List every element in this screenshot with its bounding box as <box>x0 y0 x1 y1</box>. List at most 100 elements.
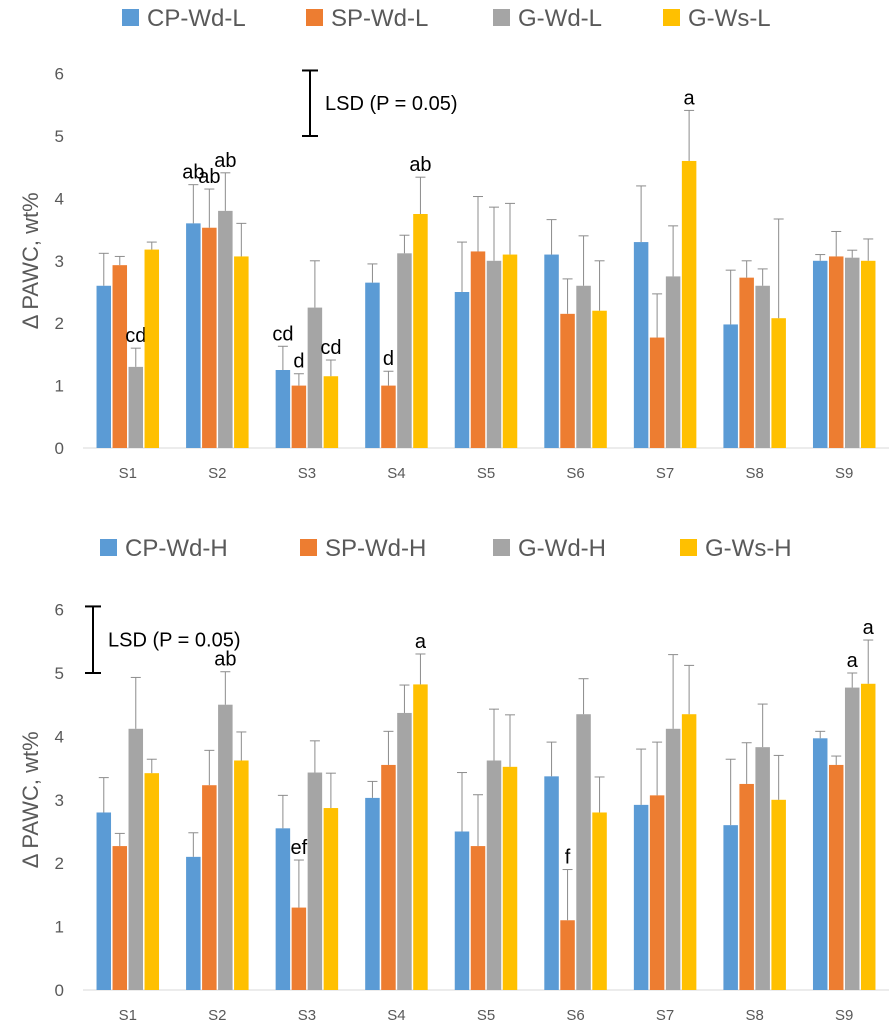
bottom-bar-s7-4 <box>681 714 697 990</box>
bottom-bar-s9-1 <box>812 738 828 990</box>
top-xtick-label-s9: S9 <box>835 465 853 482</box>
top-bar-s7-2 <box>649 337 665 448</box>
top-ytick-label: 3 <box>55 252 64 271</box>
top-legend-swatch-1 <box>122 9 139 26</box>
bottom-bar-s3-2 <box>291 907 307 990</box>
top-bar-s7-1 <box>633 242 649 448</box>
bottom-xtick-label-s7: S7 <box>656 1007 674 1024</box>
bottom-xtick-label-s9: S9 <box>835 1007 853 1024</box>
top-significance-label: ab <box>409 154 431 176</box>
top-legend-label-2: SP-Wd-L <box>331 5 428 32</box>
bottom-bar-s3-4 <box>323 808 339 990</box>
bottom-bar-s1-2 <box>112 846 128 990</box>
top-legend-swatch-4 <box>663 9 680 26</box>
top-bar-s2-4 <box>234 256 249 448</box>
bottom-bar-s9-3 <box>844 687 860 990</box>
bar-chart-bottom: CP-Wd-H SP-Wd-H G-Wd-H G-Ws-H 0 1 2 3 4 5 6 Δ PAWC,… <box>18 535 889 1024</box>
top-bar-s8-3 <box>755 285 770 448</box>
top-significance-label: ab <box>214 150 236 172</box>
top-bar-s1-2 <box>112 265 128 448</box>
bottom-ytick-label: 1 <box>55 918 64 937</box>
bottom-bar-s6-4 <box>592 812 607 990</box>
top-legend-label-1: CP-Wd-L <box>147 5 246 32</box>
chart-panel-top: CP-Wd-L SP-Wd-L G-Wd-L G-Ws-L 0 1 2 3 4 5 6 Δ PAWC,… <box>0 0 889 516</box>
bottom-legend-swatch-1 <box>100 539 117 556</box>
bottom-bar-s2-4 <box>234 760 249 990</box>
top-bar-s7-4 <box>681 160 697 448</box>
bottom-xtick-label-s1: S1 <box>119 1007 137 1024</box>
bottom-bar-s4-3 <box>397 712 412 990</box>
top-bar-s6-1 <box>544 254 559 448</box>
top-bar-s9-2 <box>828 256 844 448</box>
bottom-bar-s5-2 <box>470 846 486 990</box>
bottom-bar-s1-3 <box>128 728 144 990</box>
top-bar-s1-4 <box>144 249 160 448</box>
bottom-significance-label: a <box>863 617 875 639</box>
top-significance-label: ab <box>182 162 204 184</box>
bottom-bar-s5-3 <box>486 760 502 990</box>
bottom-legend-label-1: CP-Wd-H <box>125 535 228 562</box>
bottom-bar-s6-3 <box>576 714 591 990</box>
bottom-bar-s2-2 <box>202 785 217 990</box>
bottom-significance-label: a <box>415 631 427 653</box>
bottom-xtick-label-s3: S3 <box>298 1007 316 1024</box>
bar-chart-top: CP-Wd-L SP-Wd-L G-Wd-L G-Ws-L 0 1 2 3 4 5 6 Δ PAWC,… <box>18 5 889 482</box>
bottom-bar-s8-4 <box>771 799 786 990</box>
bottom-bar-s7-3 <box>665 728 681 990</box>
bottom-bar-s8-2 <box>739 783 754 990</box>
bottom-xtick-label-s8: S8 <box>745 1007 763 1024</box>
top-significance-label: a <box>684 87 696 109</box>
top-legend-swatch-3 <box>493 9 510 26</box>
top-significance-label: cd <box>272 323 293 345</box>
top-xtick-label-s1: S1 <box>119 465 137 482</box>
top-significance-label: d <box>383 348 394 370</box>
bottom-legend-label-2: SP-Wd-H <box>325 535 426 562</box>
bottom-ytick-label: 4 <box>55 727 64 746</box>
bottom-bar-s7-1 <box>633 804 649 990</box>
top-xtick-label-s5: S5 <box>477 465 495 482</box>
bottom-xtick-label-s4: S4 <box>387 1007 405 1024</box>
top-bar-s4-3 <box>397 253 412 448</box>
chart-panel-bottom: CP-Wd-H SP-Wd-H G-Wd-H G-Ws-H 0 1 2 3 4 5 6 Δ PAWC,… <box>0 518 889 1034</box>
top-bar-s9-1 <box>812 260 828 448</box>
bottom-bar-s6-1 <box>544 776 559 990</box>
bottom-bar-s8-3 <box>755 747 770 990</box>
top-bar-s2-3 <box>218 210 233 448</box>
top-significance-label: d <box>293 351 304 373</box>
top-bar-s6-2 <box>560 313 575 448</box>
top-bar-s8-2 <box>739 277 754 448</box>
bottom-bar-s9-4 <box>860 683 876 990</box>
top-ytick-label: 2 <box>55 314 64 333</box>
bottom-xtick-label-s5: S5 <box>477 1007 495 1024</box>
top-ytick-label: 6 <box>55 65 64 84</box>
bottom-bar-s4-2 <box>381 764 396 990</box>
bottom-bar-s2-3 <box>218 704 233 990</box>
top-bar-s6-4 <box>592 310 607 448</box>
top-ytick-label: 5 <box>55 127 64 146</box>
bottom-bar-s5-4 <box>502 766 518 990</box>
bottom-significance-label: a <box>847 650 859 672</box>
top-bar-s1-1 <box>96 285 112 448</box>
bottom-legend-swatch-2 <box>300 539 317 556</box>
top-bar-s7-3 <box>665 276 681 448</box>
top-legend-label-3: G-Wd-L <box>518 5 602 32</box>
top-bar-s3-1 <box>275 370 291 448</box>
bottom-legend-swatch-3 <box>493 539 510 556</box>
top-xtick-label-s7: S7 <box>656 465 674 482</box>
top-xtick-label-s4: S4 <box>387 465 405 482</box>
top-significance-label: cd <box>320 337 341 359</box>
top-significance-label: ab <box>198 166 220 188</box>
top-xtick-label-s3: S3 <box>298 465 316 482</box>
top-xtick-label-s6: S6 <box>566 465 584 482</box>
bottom-bar-s1-1 <box>96 812 112 990</box>
bottom-bar-s9-2 <box>828 764 844 990</box>
bottom-significance-label: ef <box>291 837 308 859</box>
bottom-lsd-label: LSD (P = 0.05) <box>108 630 240 652</box>
bottom-bar-s4-1 <box>365 797 380 990</box>
top-ytick-label: 4 <box>55 189 64 208</box>
top-bar-s8-1 <box>723 324 738 448</box>
top-ytick-label: 1 <box>55 377 64 396</box>
bottom-bar-s2-1 <box>186 856 201 990</box>
bottom-legend-swatch-4 <box>680 539 697 556</box>
bottom-significance-label: f <box>565 847 571 869</box>
